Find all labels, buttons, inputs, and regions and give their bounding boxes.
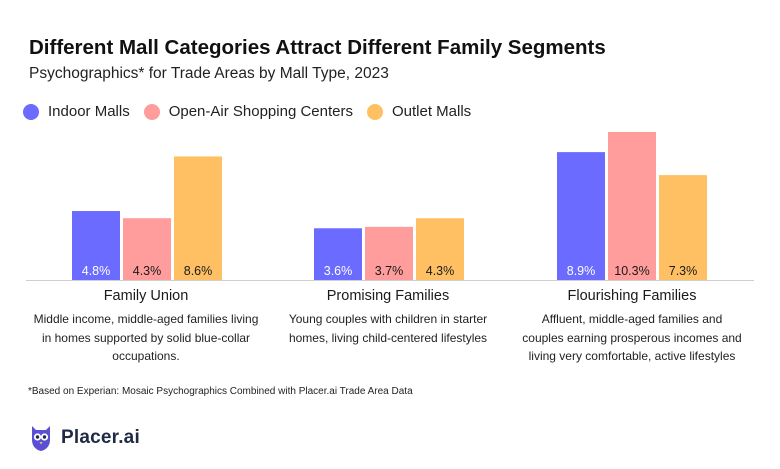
bar-open-air-shopping-centers-0 (123, 218, 171, 280)
bar-open-air-shopping-centers-2 (608, 132, 656, 280)
category-description-family-union: Middle income, middle-aged families livi… (33, 312, 259, 363)
bar-value-label: 10.3% (614, 264, 649, 278)
chart-subtitle: Psychographics* for Trade Areas by Mall … (29, 65, 389, 82)
placer-logo: Placer.ai (29, 424, 140, 452)
bar-value-label: 8.9% (567, 264, 596, 278)
legend-swatch-indoor (23, 103, 39, 120)
category-description-promising-families: Young couples with children in starter h… (288, 312, 488, 345)
chart-title: Different Mall Categories Attract Differ… (29, 36, 606, 59)
bar-value-label: 4.3% (133, 264, 162, 278)
bar-indoor-malls-0 (72, 211, 120, 280)
bar-outlet-malls-2 (659, 175, 707, 280)
category-label-flourishing-families: Flourishing Families (567, 288, 697, 304)
footnote: *Based on Experian: Mosaic Psychographic… (28, 386, 413, 397)
category-label-promising-families: Promising Families (326, 288, 450, 304)
bar-value-label: 4.8% (82, 264, 111, 278)
legend-label: Indoor Malls (48, 103, 130, 120)
bar-indoor-malls-2 (557, 152, 605, 280)
bar-outlet-malls-1 (416, 218, 464, 280)
category-label-family-union: Family Union (103, 288, 189, 304)
legend-label: Outlet Malls (391, 103, 472, 120)
bar-value-label: 4.3% (426, 264, 455, 278)
legend-item-open-air: Open-Air Shopping Centers (143, 103, 353, 120)
category-description-flourishing-families: Affluent, middle-aged families and coupl… (522, 312, 742, 363)
legend-swatch-outlet (366, 103, 383, 120)
legend: Indoor Malls Open-Air Shopping Centers O… (23, 103, 485, 120)
bar-value-label: 8.6% (184, 264, 213, 278)
legend-item-outlet-malls: Outlet Malls (366, 103, 472, 120)
bar-open-air-shopping-centers-1 (365, 226, 413, 280)
legend-label: Open-Air Shopping Centers (168, 103, 353, 120)
bar-value-label: 3.7% (375, 264, 404, 278)
bar-outlet-malls-0 (174, 156, 222, 280)
legend-item-indoor-malls: Indoor Malls (23, 103, 130, 120)
legend-swatch-open-air (143, 103, 160, 120)
bar-indoor-malls-1 (314, 228, 362, 280)
bar-value-label: 7.3% (669, 264, 698, 278)
placer-logo-text: Placer.ai (61, 427, 140, 448)
placer-owl-icon (32, 426, 50, 451)
bar-value-label: 3.6% (324, 264, 353, 278)
